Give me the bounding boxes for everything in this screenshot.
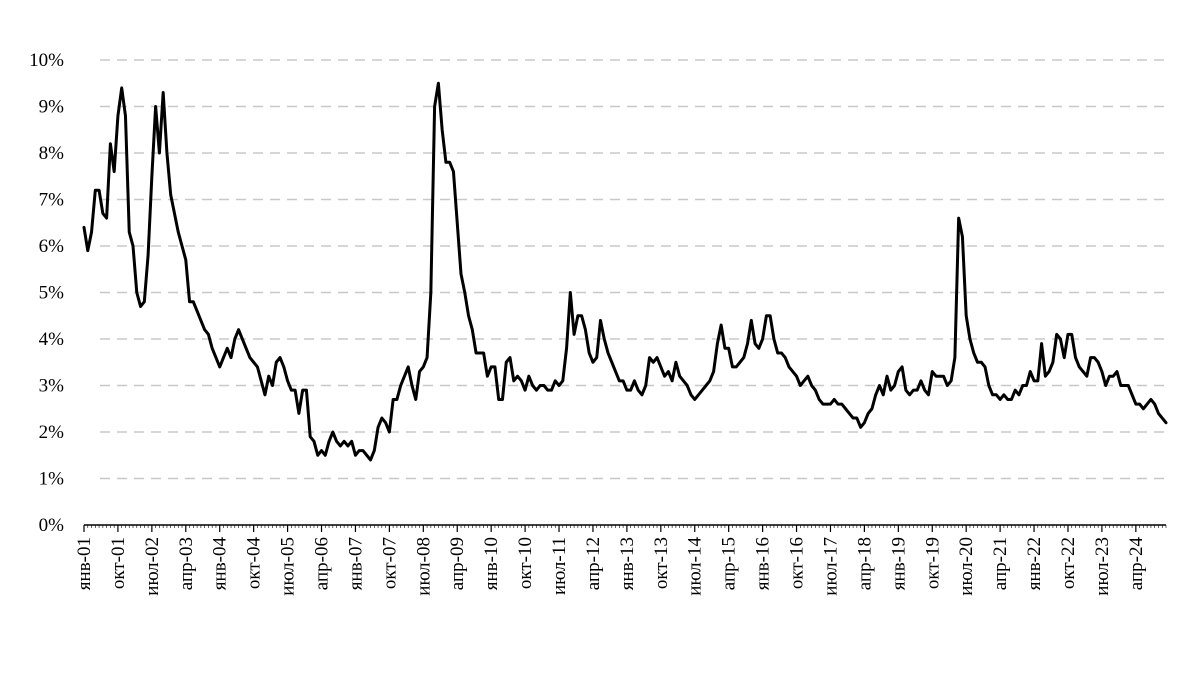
x-tick-label: июл-11: [549, 537, 570, 595]
x-tick-label: окт-10: [515, 537, 536, 589]
x-tick-label: июл-14: [685, 537, 706, 596]
x-tick-label: апр-15: [719, 537, 740, 590]
y-tick-label: 10%: [29, 50, 64, 71]
x-axis: янв-01 окт-01 июл-02 апр-03 янв-04 окт-04 июл-…: [74, 524, 1167, 596]
x-tick-label: апр-18: [854, 537, 875, 590]
series-layer: [82, 81, 1168, 462]
x-tick-label: окт-19: [922, 537, 943, 589]
x-tick-label: июл-23: [1092, 537, 1113, 596]
x-tick-label: окт-01: [108, 537, 129, 589]
y-tick-label: 8%: [39, 143, 65, 164]
x-tick-label: янв-01: [74, 537, 95, 590]
x-tick-label: окт-22: [1058, 537, 1079, 589]
y-tick-label: 5%: [39, 283, 65, 304]
x-tick-label: апр-03: [176, 537, 197, 590]
x-tick-label: янв-19: [888, 537, 909, 590]
x-tick-label: янв-13: [617, 537, 638, 590]
x-tick-label: июл-05: [278, 537, 299, 596]
y-tick-label: 0%: [39, 515, 65, 536]
x-tick-label: июл-08: [413, 537, 434, 596]
series-line: [82, 81, 1168, 462]
x-tick-label: апр-12: [583, 537, 604, 590]
x-tick-label: окт-13: [651, 537, 672, 589]
x-tick-label: янв-04: [210, 537, 231, 591]
x-tick-label: апр-21: [990, 537, 1011, 590]
x-tick-label: янв-16: [753, 537, 774, 590]
x-tick-label: окт-07: [379, 537, 400, 589]
x-tick-label: янв-22: [1024, 537, 1045, 590]
x-tick-label: апр-09: [447, 537, 468, 590]
y-tick-label: 2%: [39, 422, 65, 443]
x-tick-label: апр-06: [312, 537, 333, 590]
y-tick-label: 6%: [39, 236, 65, 257]
y-axis-ticks: 0% 1% 2% 3% 4% 5% 6% 7% 8% 9% 10%: [29, 50, 64, 536]
x-tick-label: окт-04: [244, 537, 265, 590]
gridlines: [100, 59, 1166, 480]
y-tick-label: 7%: [39, 190, 65, 211]
x-tick-label: июл-20: [956, 537, 977, 596]
y-tick-label: 9%: [39, 97, 65, 118]
y-tick-label: 4%: [39, 329, 65, 350]
y-tick-label: 3%: [39, 376, 65, 397]
x-tick-label: янв-10: [481, 537, 502, 590]
x-tick-label: окт-16: [787, 537, 808, 589]
x-tick-label: июл-17: [820, 537, 841, 596]
y-tick-label: 1%: [39, 469, 65, 490]
x-tick-label: апр-24: [1126, 537, 1147, 591]
x-tick-label: июл-02: [142, 537, 163, 596]
x-tick-label: янв-07: [345, 537, 366, 590]
